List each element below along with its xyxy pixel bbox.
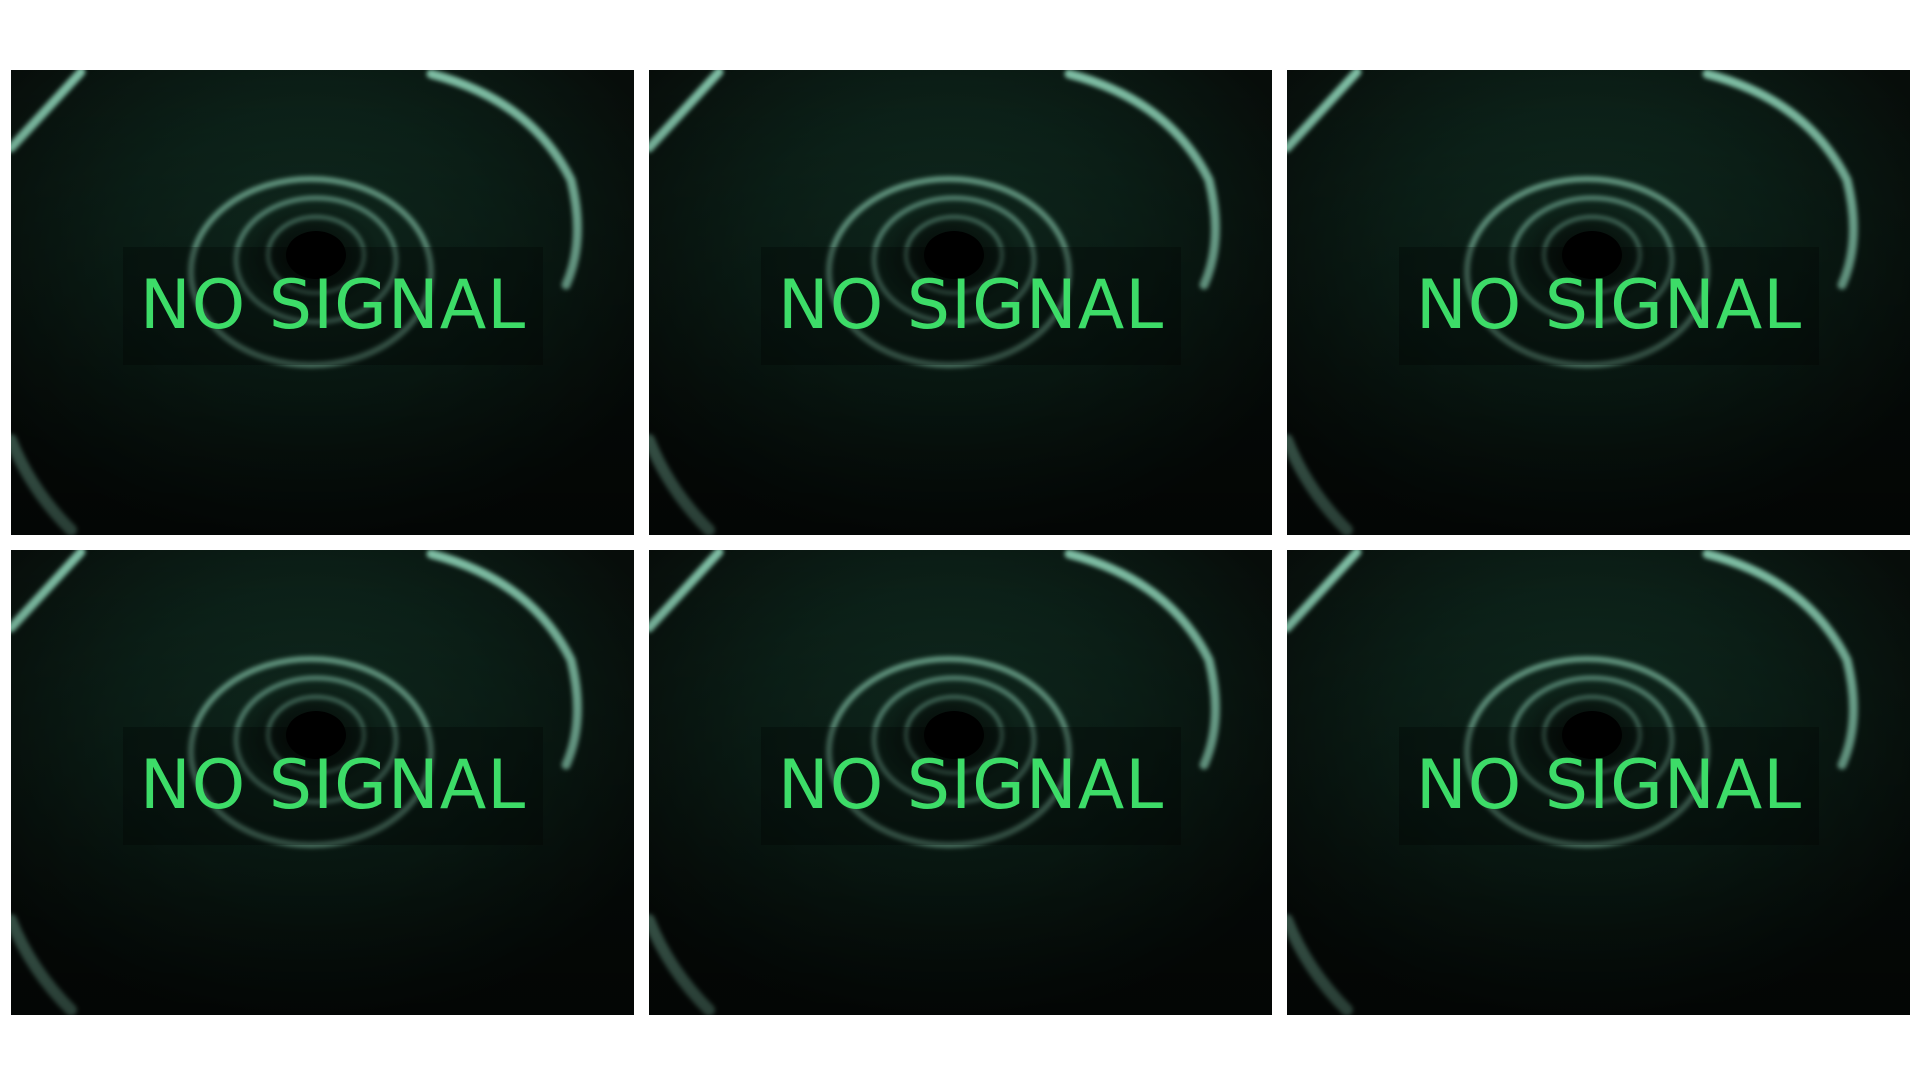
tunnel-image bbox=[1287, 550, 1910, 1015]
camera-feed-4[interactable]: NO SIGNAL bbox=[11, 550, 634, 1015]
camera-grid: NO SIGNAL NO SIGNAL bbox=[11, 70, 1910, 1015]
no-signal-overlay: NO SIGNAL bbox=[1399, 247, 1819, 365]
signal-status-text: NO SIGNAL bbox=[139, 746, 527, 825]
tunnel-image bbox=[1287, 70, 1910, 535]
no-signal-overlay: NO SIGNAL bbox=[761, 727, 1181, 845]
signal-status-text: NO SIGNAL bbox=[1415, 266, 1803, 345]
signal-status-text: NO SIGNAL bbox=[777, 746, 1165, 825]
camera-feed-6[interactable]: NO SIGNAL bbox=[1287, 550, 1910, 1015]
tunnel-image bbox=[11, 70, 634, 535]
signal-status-text: NO SIGNAL bbox=[1415, 746, 1803, 825]
camera-feed-1[interactable]: NO SIGNAL bbox=[11, 70, 634, 535]
tunnel-image bbox=[649, 70, 1272, 535]
camera-feed-3[interactable]: NO SIGNAL bbox=[1287, 70, 1910, 535]
no-signal-overlay: NO SIGNAL bbox=[123, 247, 543, 365]
tunnel-image bbox=[649, 550, 1272, 1015]
no-signal-overlay: NO SIGNAL bbox=[761, 247, 1181, 365]
signal-status-text: NO SIGNAL bbox=[139, 266, 527, 345]
no-signal-overlay: NO SIGNAL bbox=[123, 727, 543, 845]
no-signal-overlay: NO SIGNAL bbox=[1399, 727, 1819, 845]
tunnel-image bbox=[11, 550, 634, 1015]
camera-feed-5[interactable]: NO SIGNAL bbox=[649, 550, 1272, 1015]
camera-feed-2[interactable]: NO SIGNAL bbox=[649, 70, 1272, 535]
signal-status-text: NO SIGNAL bbox=[777, 266, 1165, 345]
